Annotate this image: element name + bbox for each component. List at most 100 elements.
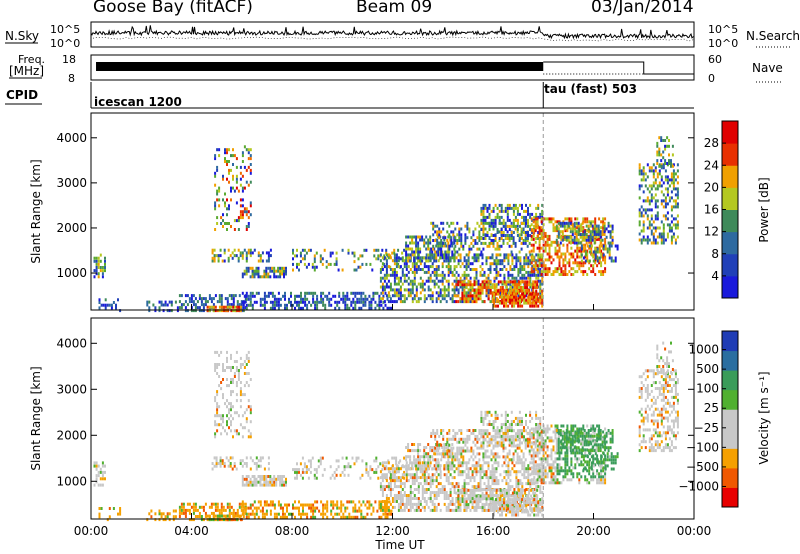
power-cell bbox=[548, 252, 551, 256]
power-cell bbox=[358, 297, 361, 301]
power-cell bbox=[251, 291, 254, 295]
velocity-cell bbox=[385, 461, 388, 465]
velocity-cell bbox=[212, 502, 215, 506]
power-cell bbox=[603, 230, 606, 234]
velocity-cell bbox=[214, 435, 217, 439]
power-cell bbox=[676, 181, 679, 185]
power-cell bbox=[501, 259, 504, 263]
power-cell bbox=[397, 248, 400, 252]
power-cell bbox=[445, 265, 448, 269]
power-cell bbox=[446, 239, 449, 242]
power-cell bbox=[509, 273, 512, 277]
velocity-cell bbox=[388, 500, 391, 504]
power-cell bbox=[441, 244, 444, 248]
power-cell bbox=[575, 221, 578, 225]
power-cell bbox=[381, 291, 384, 295]
power-cell bbox=[226, 228, 228, 231]
power-cell bbox=[532, 255, 535, 259]
velocity-cell bbox=[226, 378, 228, 381]
velocity-cell bbox=[503, 494, 506, 497]
power-cell bbox=[594, 217, 597, 221]
velocity-cell bbox=[385, 500, 388, 503]
power-cell bbox=[536, 280, 539, 284]
power-cell bbox=[206, 309, 209, 313]
velocity-cell bbox=[172, 515, 175, 519]
velocity-cell bbox=[395, 464, 398, 468]
velocity-cell bbox=[399, 500, 402, 503]
power-cell bbox=[608, 256, 611, 260]
power-cell bbox=[500, 206, 503, 210]
power-cell bbox=[437, 268, 440, 271]
velocity-cell bbox=[296, 476, 298, 480]
velocity-cell bbox=[515, 479, 518, 483]
power-cell bbox=[598, 234, 601, 238]
power-cell bbox=[537, 273, 540, 277]
velocity-cell bbox=[251, 483, 254, 487]
power-cell bbox=[411, 265, 414, 269]
velocity-cell bbox=[335, 468, 338, 472]
velocity-cell bbox=[283, 480, 285, 484]
power-cell bbox=[646, 163, 649, 167]
velocity-cell bbox=[319, 456, 322, 460]
power-cell bbox=[421, 238, 424, 242]
power-cell bbox=[537, 276, 540, 280]
power-cell bbox=[530, 283, 533, 287]
power-cell bbox=[598, 259, 601, 263]
power-cell bbox=[524, 239, 527, 242]
power-cell bbox=[361, 254, 364, 258]
power-cell bbox=[461, 273, 464, 277]
power-cell bbox=[562, 243, 565, 247]
power-cell bbox=[425, 253, 428, 257]
power-cell bbox=[566, 261, 569, 265]
power-cell bbox=[594, 256, 597, 260]
velocity-cell bbox=[317, 465, 320, 469]
power-cell bbox=[170, 300, 173, 304]
power-cell bbox=[540, 255, 543, 259]
power-cell bbox=[512, 212, 515, 216]
velocity-cell bbox=[263, 467, 266, 471]
velocity-cell bbox=[495, 467, 498, 471]
velocity-cell bbox=[257, 506, 260, 510]
power-cell bbox=[531, 265, 534, 269]
velocity-cell bbox=[306, 515, 309, 519]
power-cell bbox=[243, 294, 246, 298]
velocity-cell bbox=[523, 467, 526, 471]
power-cell bbox=[395, 291, 398, 295]
velocity-cell bbox=[535, 467, 538, 471]
power-cell bbox=[239, 216, 242, 220]
power-cell bbox=[194, 297, 197, 301]
power-cell bbox=[533, 292, 536, 296]
velocity-cell bbox=[439, 473, 442, 477]
power-cell bbox=[329, 251, 332, 255]
nsky-label: N.Sky bbox=[5, 29, 40, 43]
power-cell bbox=[456, 221, 459, 225]
power-cell bbox=[672, 184, 675, 188]
velocity-cell bbox=[445, 461, 448, 465]
power-cell bbox=[443, 297, 446, 301]
power-cell bbox=[597, 224, 600, 228]
power-cell bbox=[249, 171, 252, 175]
power-cell bbox=[493, 259, 496, 263]
velocity-cell bbox=[368, 503, 371, 507]
velocity-cell bbox=[186, 508, 189, 512]
power-cell bbox=[226, 305, 229, 309]
power-cell bbox=[590, 240, 593, 244]
power-cell bbox=[301, 248, 304, 252]
power-cell bbox=[380, 303, 383, 307]
power-cell bbox=[473, 276, 476, 280]
power-cell bbox=[650, 208, 653, 212]
power-cell bbox=[275, 297, 278, 301]
velocity-cell bbox=[233, 360, 236, 363]
velocity-cell bbox=[407, 497, 410, 500]
velocity-cell bbox=[243, 372, 246, 375]
power-cell bbox=[560, 255, 563, 259]
power-cell bbox=[510, 237, 513, 240]
velocity-cell bbox=[214, 366, 217, 369]
velocity-cell bbox=[95, 464, 98, 468]
velocity-cell bbox=[391, 505, 394, 509]
power-cell bbox=[413, 268, 416, 271]
power-cell bbox=[228, 207, 230, 211]
power-cell bbox=[534, 283, 537, 287]
power-cell bbox=[338, 306, 341, 310]
power-cell bbox=[447, 259, 450, 263]
